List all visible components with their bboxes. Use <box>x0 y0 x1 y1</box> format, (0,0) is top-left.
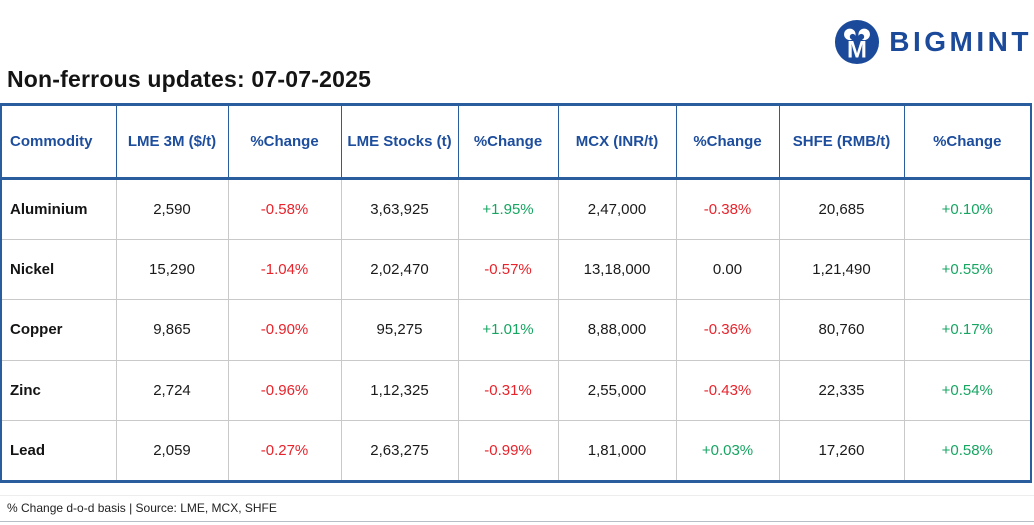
value-cell: +0.58% <box>904 420 1031 483</box>
column-header: Commodity <box>1 103 117 180</box>
bigmint-logo: M BIGMINT <box>834 19 1032 65</box>
commodity-price-table: Commodity LME 3M ($/t) %Change LME Stocks (… <box>0 103 1032 483</box>
footnote-area: % Change d-o-d basis | Source: LME, MCX,… <box>0 495 1034 515</box>
value-cell: 2,059 <box>116 420 229 483</box>
column-header: %Change <box>228 103 342 180</box>
value-cell: -0.31% <box>458 360 559 421</box>
value-cell: -0.90% <box>228 299 342 361</box>
value-cell: -0.96% <box>228 360 342 421</box>
table-row: Lead 2,059 -0.27% 2,63,275 -0.99% 1,81,000 +0.… <box>1 420 1031 483</box>
table-body: Aluminium 2,590 -0.58% 3,63,925 +1.95% 2,47,0… <box>1 178 1031 483</box>
commodity-cell: Aluminium <box>1 178 117 240</box>
column-header: %Change <box>676 103 780 180</box>
value-cell: +0.17% <box>904 299 1031 361</box>
table-row: Copper 9,865 -0.90% 95,275 +1.01% 8,88,000 -0.… <box>1 299 1031 361</box>
column-header: LME Stocks (t) <box>341 103 459 180</box>
value-cell: 1,81,000 <box>558 420 677 483</box>
value-cell: +1.95% <box>458 178 559 240</box>
table-header-row: Commodity LME 3M ($/t) %Change LME Stocks (… <box>1 103 1031 180</box>
column-header: MCX (INR/t) <box>558 103 677 180</box>
value-cell: 3,63,925 <box>341 178 459 240</box>
footnote-text: % Change d-o-d basis | Source: LME, MCX,… <box>7 501 277 515</box>
value-cell: 2,724 <box>116 360 229 421</box>
value-cell: 2,590 <box>116 178 229 240</box>
value-cell: 95,275 <box>341 299 459 361</box>
value-cell: 20,685 <box>779 178 905 240</box>
value-cell: +0.10% <box>904 178 1031 240</box>
value-cell: 17,260 <box>779 420 905 483</box>
commodity-cell: Lead <box>1 420 117 483</box>
value-cell: -0.99% <box>458 420 559 483</box>
value-cell: 1,12,325 <box>341 360 459 421</box>
bigmint-logo-icon: M <box>834 19 880 65</box>
value-cell: 1,21,490 <box>779 239 905 300</box>
value-cell: +0.03% <box>676 420 780 483</box>
table-row: Aluminium 2,590 -0.58% 3,63,925 +1.95% 2,47,0… <box>1 178 1031 240</box>
value-cell: 80,760 <box>779 299 905 361</box>
bigmint-logo-text: BIGMINT <box>889 26 1032 57</box>
value-cell: +1.01% <box>458 299 559 361</box>
value-cell: 8,88,000 <box>558 299 677 361</box>
value-cell: -0.57% <box>458 239 559 300</box>
value-cell: -0.36% <box>676 299 780 361</box>
value-cell: 2,47,000 <box>558 178 677 240</box>
page-title: Non-ferrous updates: 07-07-2025 <box>7 66 372 92</box>
value-cell: 15,290 <box>116 239 229 300</box>
value-cell: +0.54% <box>904 360 1031 421</box>
value-cell: +0.55% <box>904 239 1031 300</box>
commodity-cell: Nickel <box>1 239 117 300</box>
value-cell: 2,55,000 <box>558 360 677 421</box>
column-header: %Change <box>904 103 1031 180</box>
svg-text:M: M <box>847 36 867 63</box>
table-row: Zinc 2,724 -0.96% 1,12,325 -0.31% 2,55,000 -0.… <box>1 360 1031 421</box>
column-header: SHFE (RMB/t) <box>779 103 905 180</box>
value-cell: -0.43% <box>676 360 780 421</box>
value-cell: 22,335 <box>779 360 905 421</box>
value-cell: 2,02,470 <box>341 239 459 300</box>
commodity-cell: Zinc <box>1 360 117 421</box>
bottom-divider <box>0 521 1034 522</box>
value-cell: 0.00 <box>676 239 780 300</box>
value-cell: -0.58% <box>228 178 342 240</box>
value-cell: 2,63,275 <box>341 420 459 483</box>
value-cell: -1.04% <box>228 239 342 300</box>
column-header: %Change <box>458 103 559 180</box>
value-cell: 13,18,000 <box>558 239 677 300</box>
column-header: LME 3M ($/t) <box>116 103 229 180</box>
value-cell: 9,865 <box>116 299 229 361</box>
commodity-cell: Copper <box>1 299 117 361</box>
value-cell: -0.38% <box>676 178 780 240</box>
table-row: Nickel 15,290 -1.04% 2,02,470 -0.57% 13,18,00… <box>1 239 1031 300</box>
value-cell: -0.27% <box>228 420 342 483</box>
